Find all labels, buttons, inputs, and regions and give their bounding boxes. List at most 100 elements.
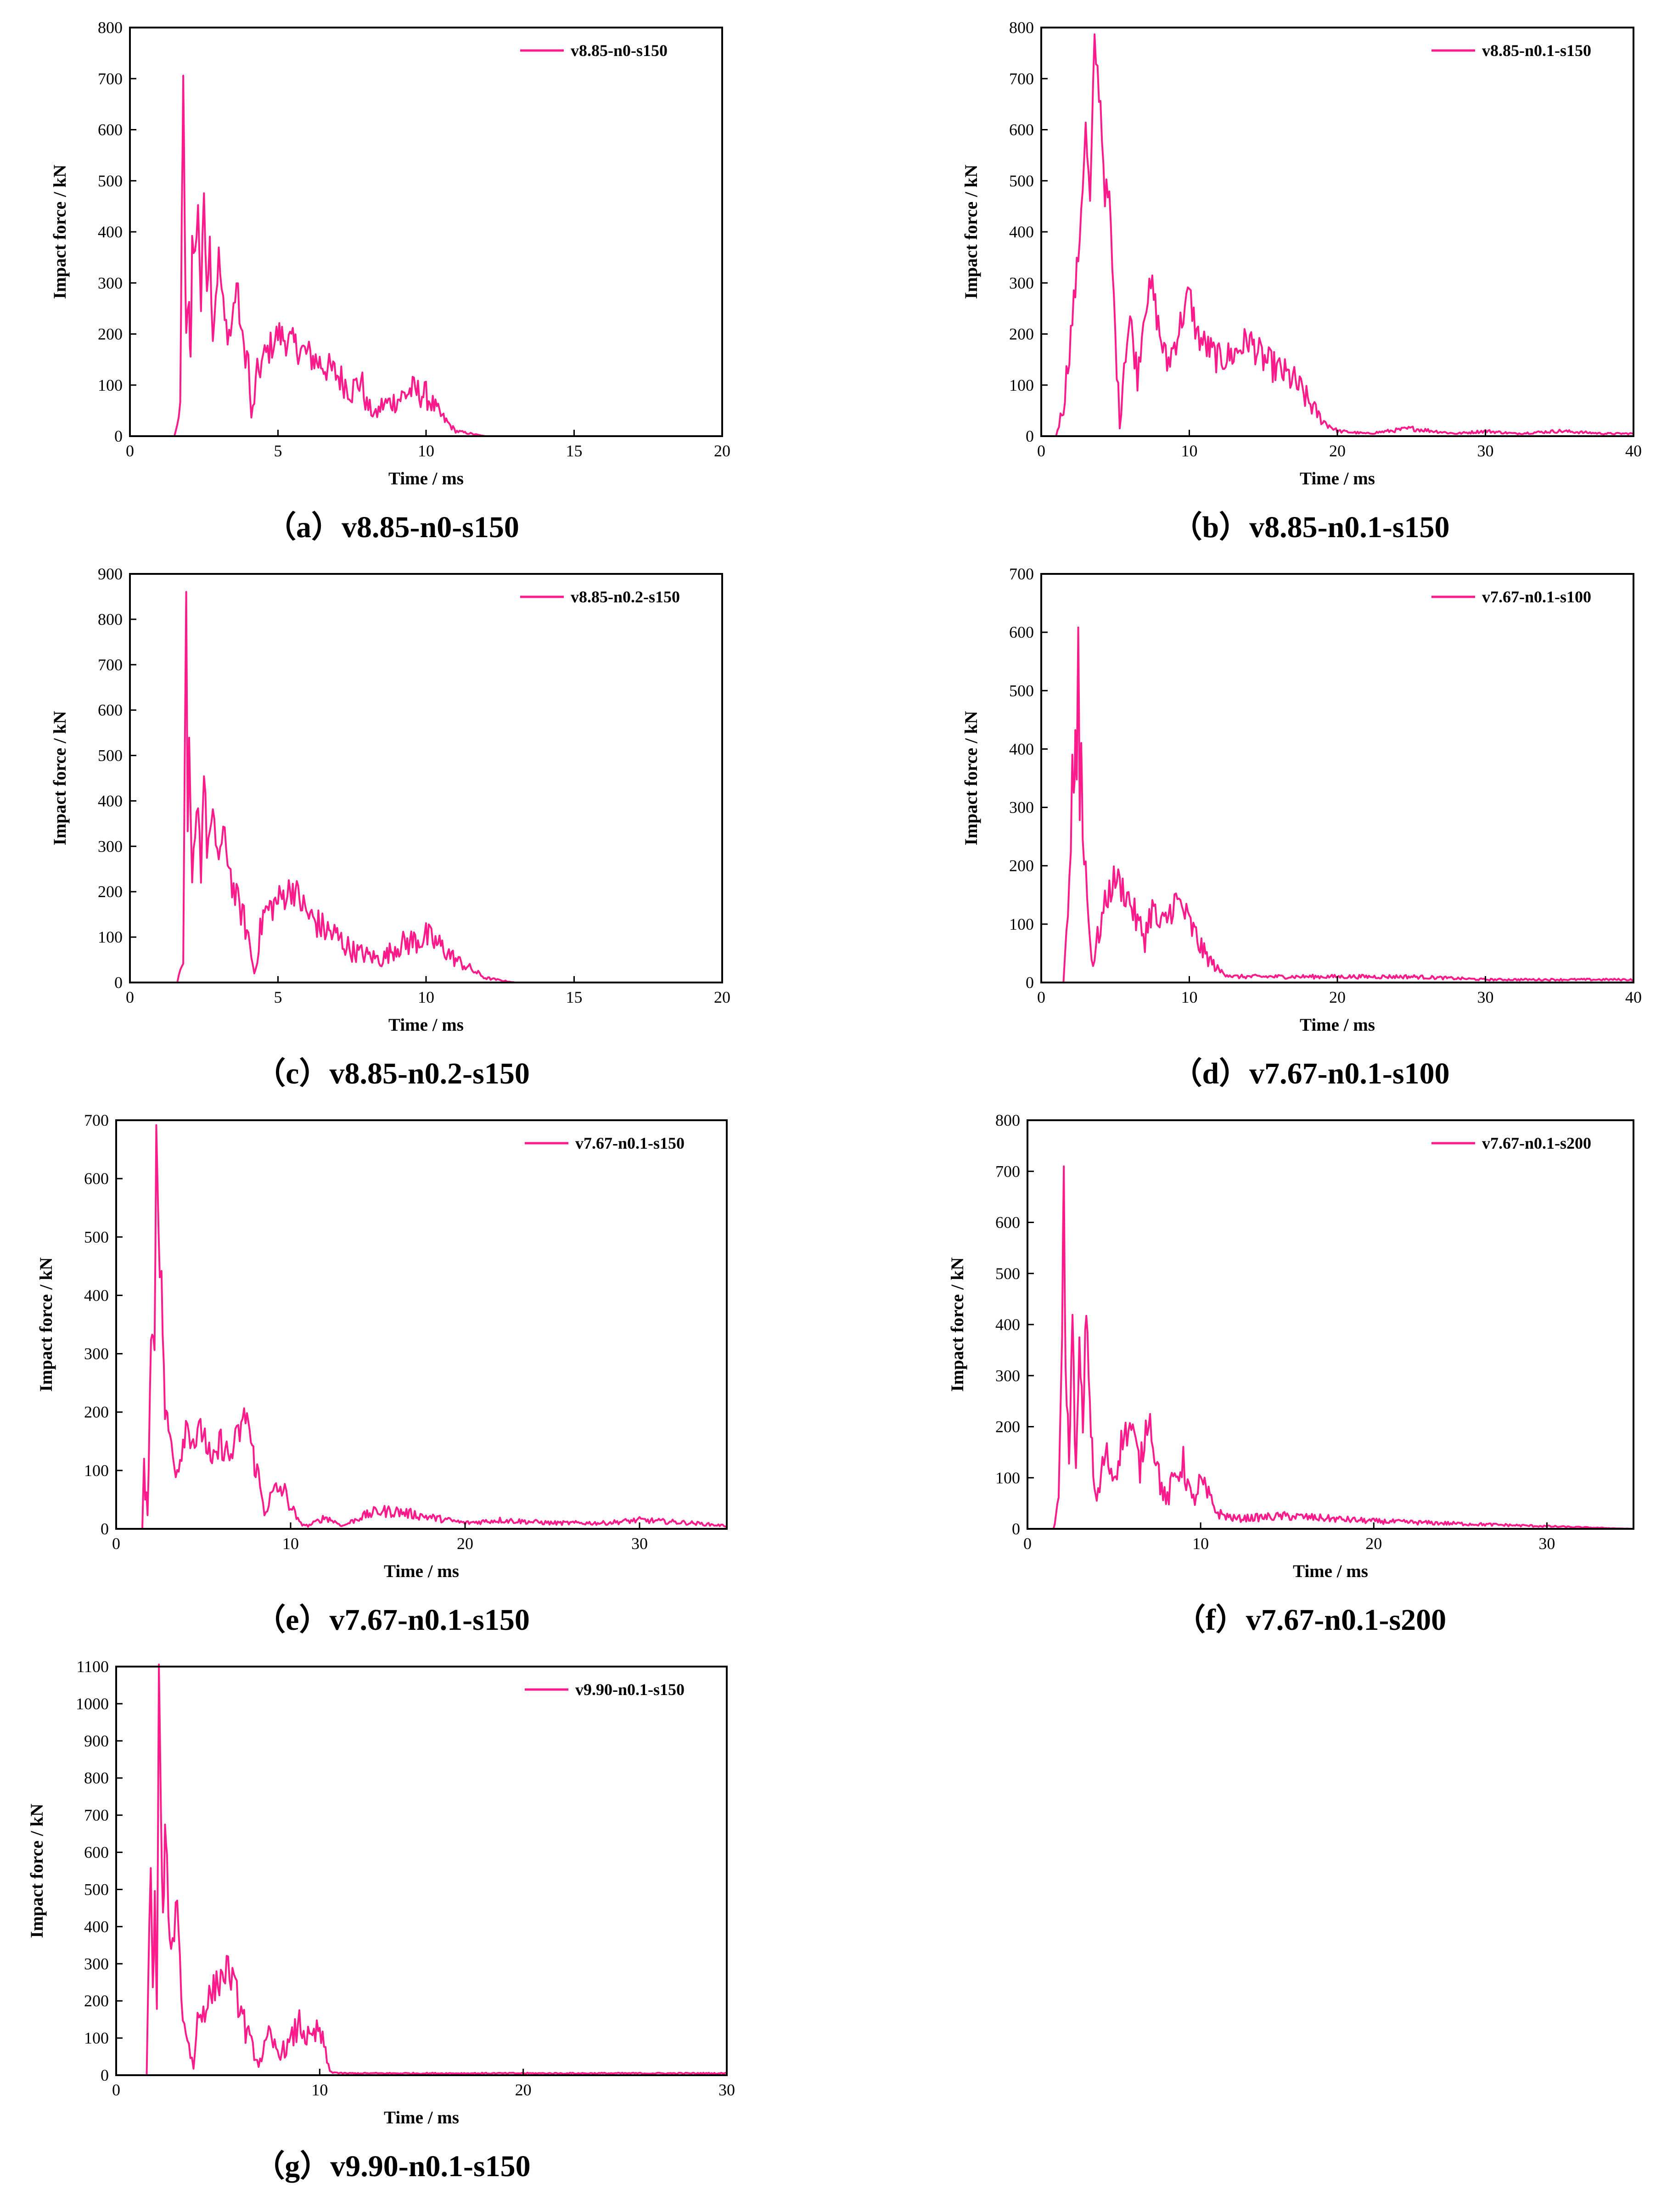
panel-caption: （e）v7.67-n0.1-s150 xyxy=(255,1603,530,1637)
y-tick-label: 200 xyxy=(995,1418,1020,1436)
y-tick-label: 100 xyxy=(98,376,123,394)
y-tick-label: 200 xyxy=(1009,857,1034,875)
y-tick-label: 400 xyxy=(98,792,123,810)
y-axis-label: Impact force / kN xyxy=(50,711,70,846)
series-line-4 xyxy=(116,1124,727,1530)
x-tick-label: 20 xyxy=(1329,442,1346,460)
y-tick-label: 500 xyxy=(84,1880,109,1898)
y-tick-label: 400 xyxy=(995,1315,1020,1334)
y-tick-label: 300 xyxy=(995,1366,1020,1385)
y-tick-label: 0 xyxy=(1026,427,1034,445)
y-tick-label: 900 xyxy=(98,565,123,583)
plot-frame xyxy=(129,27,723,437)
y-tick-label: 100 xyxy=(1009,915,1034,933)
legend-label: v8.85-n0.2-s150 xyxy=(571,588,680,606)
panel-caption: （b）v8.85-n0.1-s150 xyxy=(1172,510,1449,544)
x-tick-label: 5 xyxy=(274,988,282,1006)
y-tick-label: 800 xyxy=(1009,18,1034,37)
plot-frame xyxy=(1040,573,1634,983)
y-tick-label: 700 xyxy=(1009,69,1034,88)
chart-panel-2: 0 5 10 15 200100200300400500600700800900Time… xyxy=(50,565,730,1090)
x-tick-label: 20 xyxy=(714,442,730,460)
y-tick-label: 300 xyxy=(98,837,123,855)
y-tick-label: 500 xyxy=(98,747,123,765)
x-tick-label: 40 xyxy=(1625,442,1642,460)
y-tick-label: 300 xyxy=(84,1954,109,1973)
y-tick-label: 1100 xyxy=(76,1657,109,1676)
y-tick-label: 700 xyxy=(995,1162,1020,1180)
x-tick-label: 0 xyxy=(1037,988,1045,1006)
y-tick-label: 800 xyxy=(98,610,123,629)
y-tick-label: 400 xyxy=(84,1917,109,1936)
x-tick-label: 30 xyxy=(718,2081,735,2099)
legend-label: v7.67-n0.1-s150 xyxy=(575,1134,685,1152)
y-tick-label: 700 xyxy=(84,1806,109,1825)
legend-label: v7.67-n0.1-s200 xyxy=(1482,1134,1591,1152)
y-tick-label: 600 xyxy=(98,701,123,719)
x-tick-label: 30 xyxy=(1477,988,1494,1006)
y-tick-label: 600 xyxy=(1009,121,1034,139)
y-tick-label: 700 xyxy=(84,1111,109,1129)
series-line-2 xyxy=(130,591,722,983)
y-tick-label: 100 xyxy=(98,928,123,946)
y-axis-label: Impact force / kN xyxy=(50,165,70,299)
y-tick-label: 600 xyxy=(84,1169,109,1188)
y-axis-label: Impact force / kN xyxy=(961,711,981,846)
y-tick-label: 0 xyxy=(101,1520,109,1538)
y-tick-label: 600 xyxy=(1009,623,1034,641)
x-tick-label: 10 xyxy=(311,2081,328,2099)
x-tick-label: 20 xyxy=(714,988,730,1006)
panel-caption: （f）v7.67-n0.1-s200 xyxy=(1175,1603,1446,1637)
plot-frame xyxy=(115,1666,728,2076)
x-axis-label: Time / ms xyxy=(388,1015,464,1035)
plot-frame xyxy=(1040,27,1634,437)
y-tick-label: 800 xyxy=(98,18,123,37)
y-tick-label: 600 xyxy=(995,1213,1020,1232)
y-tick-label: 800 xyxy=(84,1769,109,1787)
x-axis-label: Time / ms xyxy=(384,2108,459,2128)
y-tick-label: 500 xyxy=(98,172,123,190)
y-tick-label: 400 xyxy=(1009,223,1034,241)
x-axis-label: Time / ms xyxy=(1293,1561,1368,1581)
y-tick-label: 0 xyxy=(114,427,123,445)
series-line-6 xyxy=(116,1663,727,2076)
x-tick-label: 30 xyxy=(1477,442,1494,460)
panel-caption: （c）v8.85-n0.2-s150 xyxy=(255,1056,530,1090)
y-tick-label: 200 xyxy=(98,325,123,343)
y-axis-label: Impact force / kN xyxy=(961,165,981,299)
y-tick-label: 400 xyxy=(98,223,123,241)
x-axis-label: Time / ms xyxy=(388,469,464,488)
legend-label: v9.90-n0.1-s150 xyxy=(575,1680,685,1699)
y-axis-label: Impact force / kN xyxy=(36,1258,56,1392)
x-tick-label: 30 xyxy=(1538,1534,1555,1553)
y-tick-label: 200 xyxy=(84,1403,109,1421)
x-tick-label: 10 xyxy=(1181,442,1198,460)
y-tick-label: 0 xyxy=(114,973,123,992)
x-tick-label: 0 xyxy=(112,1534,120,1553)
y-tick-label: 500 xyxy=(995,1264,1020,1283)
y-tick-label: 500 xyxy=(1009,172,1034,190)
y-axis-label: Impact force / kN xyxy=(27,1804,47,1938)
x-axis-label: Time / ms xyxy=(384,1561,459,1581)
y-tick-label: 300 xyxy=(1009,798,1034,817)
x-tick-label: 0 xyxy=(126,442,134,460)
x-axis-label: Time / ms xyxy=(1300,1015,1375,1035)
x-tick-label: 20 xyxy=(457,1534,473,1553)
series-line-3 xyxy=(1041,626,1634,983)
panel-caption: （d）v7.67-n0.1-s100 xyxy=(1172,1056,1449,1090)
y-tick-label: 100 xyxy=(84,2029,109,2047)
y-tick-label: 0 xyxy=(1026,973,1034,992)
panel-caption: （a）v8.85-n0-s150 xyxy=(266,510,519,544)
x-tick-label: 20 xyxy=(1329,988,1346,1006)
x-tick-label: 0 xyxy=(126,988,134,1006)
y-tick-label: 500 xyxy=(84,1228,109,1246)
x-tick-label: 5 xyxy=(274,442,282,460)
y-tick-label: 0 xyxy=(101,2066,109,2084)
y-tick-label: 900 xyxy=(84,1732,109,1750)
y-tick-label: 100 xyxy=(1009,376,1034,394)
plot-frame xyxy=(115,1119,728,1530)
